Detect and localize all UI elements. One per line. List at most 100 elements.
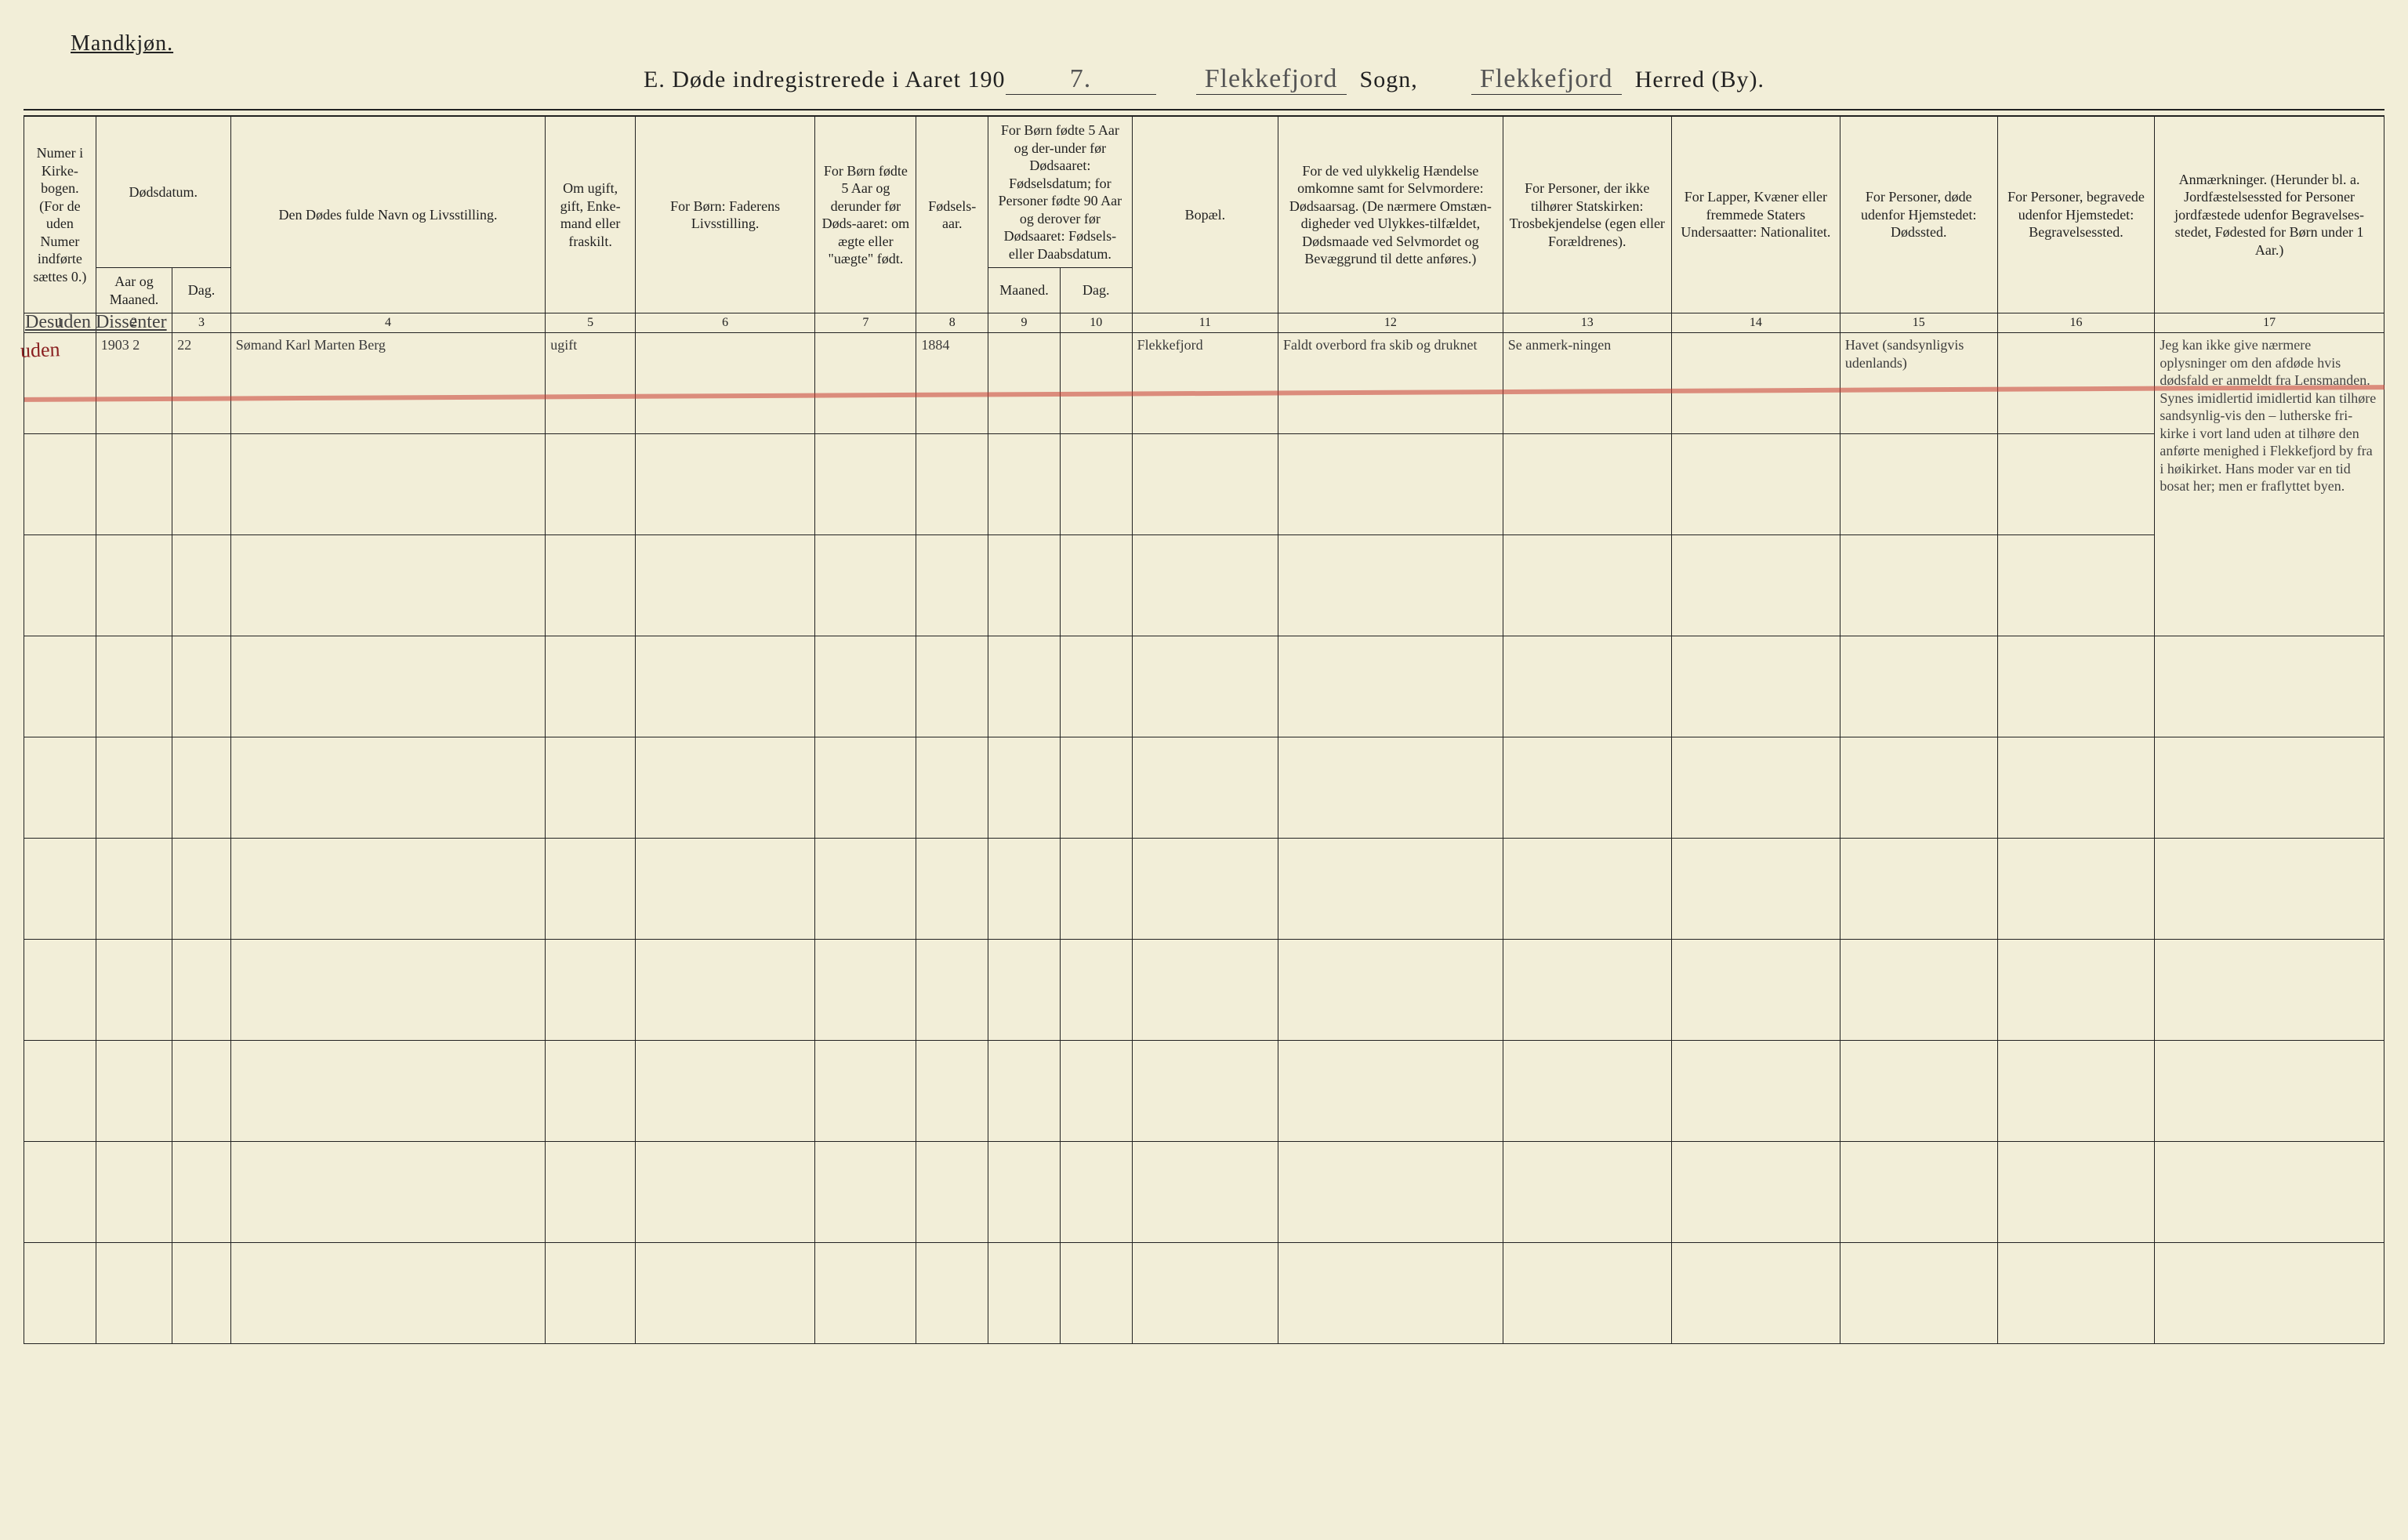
empty-cell [172,839,231,940]
empty-cell [635,1142,814,1243]
empty-cell [635,535,814,636]
col-9a-header: Maaned. [988,268,1061,313]
empty-cell [1278,737,1503,839]
empty-cell [635,839,814,940]
empty-cell [172,1243,231,1344]
empty-cell [24,1142,96,1243]
table-row: 1903 2 22 Sømand Karl Marten Berg ugift … [24,333,2384,434]
empty-cell [916,839,988,940]
empty-cell [1671,1142,1840,1243]
table-row [24,940,2384,1041]
empty-cell [1503,636,1671,737]
empty-cell [172,535,231,636]
table-row [24,434,2384,535]
empty-cell [916,940,988,1041]
empty-cell [988,1041,1061,1142]
empty-cell [988,940,1061,1041]
empty-cell [635,1243,814,1344]
empty-cell [96,1142,172,1243]
empty-cell [24,940,96,1041]
cell-navn: Sømand Karl Marten Berg [230,333,545,434]
empty-cell [96,940,172,1041]
colnum-4: 4 [230,313,545,333]
empty-cell [1132,1041,1278,1142]
title-prefix: E. Døde indregistrerede i Aaret 190 [644,67,1006,92]
empty-cell [815,839,916,940]
empty-cell [2155,1041,2384,1142]
col-17-header: Anmærkninger. (Herunder bl. a. Jordfæste… [2155,117,2384,313]
empty-cell [1503,839,1671,940]
empty-cell [1132,940,1278,1041]
empty-cell [1503,434,1671,535]
empty-cell [546,1041,636,1142]
empty-cell [172,737,231,839]
empty-cell [916,737,988,839]
sogn-hand: Flekkefjord [1196,64,1347,95]
margin-dissenter-label: Desuden Dissenter [25,312,167,333]
empty-cell [2155,940,2384,1041]
col-4-header: Den Dødes fulde Navn og Livsstilling. [230,117,545,313]
empty-cell [230,535,545,636]
col-2a-header: Aar og Maaned. [96,268,172,313]
col-13-header: For Personer, der ikke tilhører Statskir… [1503,117,1671,313]
empty-cell [1997,839,2155,940]
col-8-header: Fødsels-aar. [916,117,988,313]
cell-fdag [1060,333,1132,434]
empty-cell [1671,737,1840,839]
empty-cell [1997,1142,2155,1243]
empty-cell [546,535,636,636]
empty-cell [1060,1041,1132,1142]
colnum-15: 15 [1840,313,1997,333]
empty-cell [815,737,916,839]
empty-cell [96,1243,172,1344]
empty-cell [1060,535,1132,636]
empty-cell [1840,434,1997,535]
empty-cell [1060,1142,1132,1243]
col-7-header: For Børn fødte 5 Aar og derunder før Død… [815,117,916,313]
empty-cell [1278,839,1503,940]
empty-cell [988,434,1061,535]
empty-cell [1278,940,1503,1041]
empty-cell [172,1142,231,1243]
empty-cell [1132,1243,1278,1344]
empty-cell [1278,636,1503,737]
empty-cell [1132,737,1278,839]
col-1-header: Numer i Kirke-bogen. (For de uden Numer … [24,117,96,313]
col-16-header: For Personer, begravede udenfor Hjemsted… [1997,117,2155,313]
empty-cell [1671,839,1840,940]
empty-cell [916,636,988,737]
colnum-12: 12 [1278,313,1503,333]
empty-cell [2155,1142,2384,1243]
col-9-group-header: For Børn fødte 5 Aar og der-under før Dø… [988,117,1133,268]
empty-cell [815,535,916,636]
cell-bopael: Flekkefjord [1132,333,1278,434]
empty-cell [635,636,814,737]
cell-tros: Se anmerk-ningen [1503,333,1671,434]
empty-cell [1278,1142,1503,1243]
empty-cell [815,940,916,1041]
table-row [24,1142,2384,1243]
cell-dodssted: Havet (sandsynligvis udenlands) [1840,333,1997,434]
empty-cell [172,1041,231,1142]
cell-aar-maaned: 1903 2 [96,333,172,434]
cell-stand: ugift [546,333,636,434]
table-row [24,737,2384,839]
empty-cell [2155,1243,2384,1344]
empty-cell [1997,434,2155,535]
col-11-header: Bopæl. [1132,117,1278,313]
empty-cell [635,940,814,1041]
empty-cell [1997,636,2155,737]
colnum-11: 11 [1132,313,1278,333]
empty-cell [815,1041,916,1142]
colnum-10: 10 [1060,313,1132,333]
empty-cell [1278,1041,1503,1142]
cell-dag: 22 [172,333,231,434]
colnum-13: 13 [1503,313,1671,333]
cell-nationalitet [1671,333,1840,434]
table-row [24,1041,2384,1142]
empty-cell [1060,940,1132,1041]
empty-cell [1503,940,1671,1041]
colnum-16: 16 [1997,313,2155,333]
empty-cell [96,636,172,737]
title-rule [24,109,2384,116]
